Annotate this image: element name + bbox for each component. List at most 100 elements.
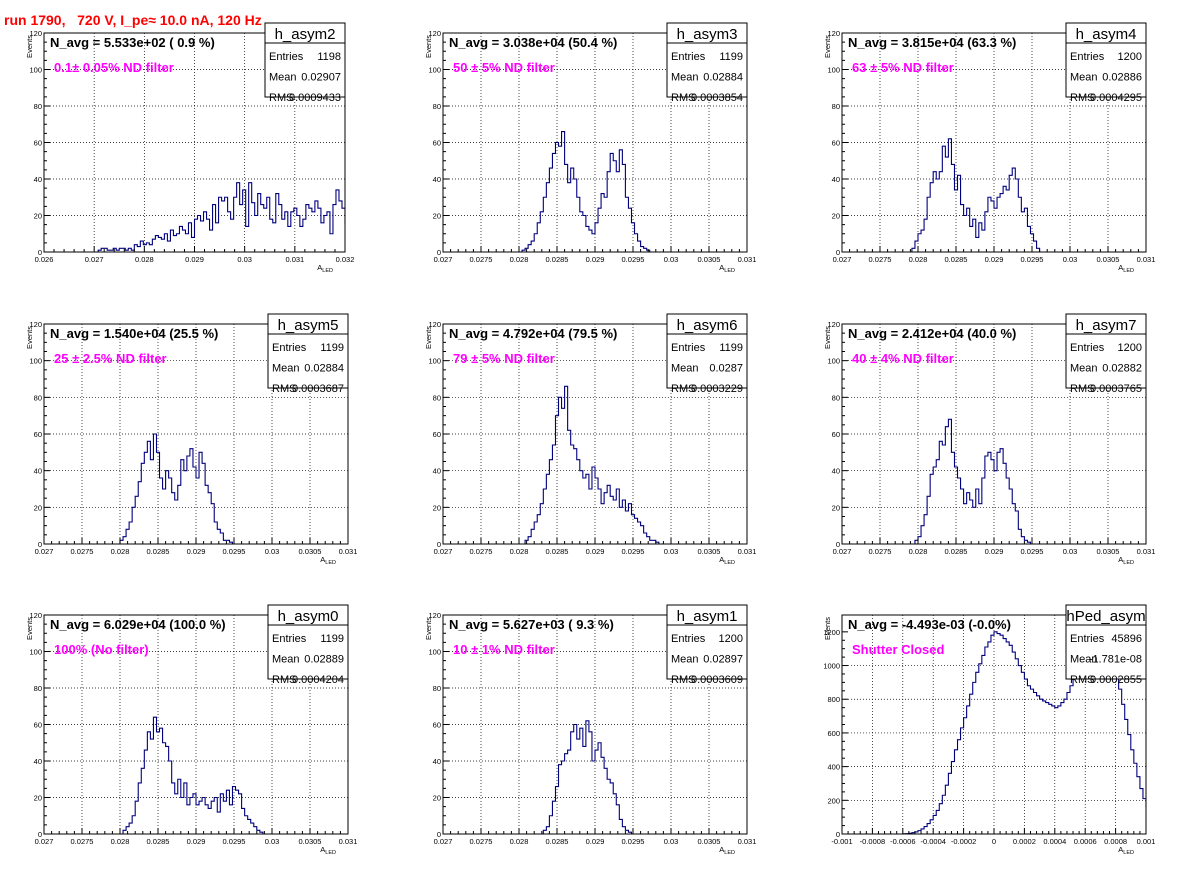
histogram-line: [842, 418, 1146, 544]
y-tick-label: 80: [832, 393, 840, 402]
y-tick-label: 120: [428, 611, 441, 620]
x-tick-label: 0.03: [265, 547, 280, 556]
x-axis-label-subscript: LED: [724, 560, 735, 566]
stats-label: Mean: [671, 72, 699, 84]
y-tick-label: 120: [827, 320, 840, 329]
histogram-name: h_asym5: [278, 317, 339, 334]
x-tick-label: 0.028: [510, 255, 529, 264]
x-tick-label: 0.0275: [470, 837, 493, 846]
x-axis-label: ALED: [317, 263, 333, 274]
y-tick-label: 100: [29, 357, 42, 366]
x-tick-label: 0.0275: [71, 837, 94, 846]
stats-label: Entries: [272, 633, 307, 645]
y-tick-label: 20: [832, 503, 840, 512]
y-tick-label: 60: [433, 721, 441, 730]
navg-label: N_avg = 3.038e+04 (50.4 %): [449, 35, 617, 50]
y-tick-label: 0: [38, 540, 42, 549]
stats-value: 0.02884: [703, 72, 743, 84]
histogram-name: h_asym1: [677, 608, 738, 625]
y-tick-label: 20: [433, 794, 441, 803]
x-axis-label: ALED: [719, 555, 735, 566]
x-tick-label: 0.03: [664, 255, 679, 264]
histogram-line: [842, 138, 1146, 252]
y-tick-label: 800: [827, 695, 840, 704]
y-tick-label: 80: [34, 684, 42, 693]
x-tick-label: 0.0275: [470, 547, 493, 556]
x-tick-label: 0.0305: [299, 547, 322, 556]
x-tick-label: 0.029: [985, 255, 1004, 264]
x-tick-label: 0.027: [434, 837, 453, 846]
y-tick-label: 600: [827, 729, 840, 738]
x-tick-label: 0.027: [85, 255, 104, 264]
y-tick-label: 80: [34, 102, 42, 111]
x-tick-label: -0.0006: [890, 837, 915, 846]
y-tick-label: 100: [428, 66, 441, 75]
y-tick-label: 40: [34, 175, 42, 184]
x-axis-label: ALED: [719, 845, 735, 856]
stats-label: Mean: [272, 363, 300, 375]
y-tick-label: 20: [34, 503, 42, 512]
x-tick-label: -0.0008: [860, 837, 885, 846]
x-tick-label: 0.0305: [698, 547, 721, 556]
stats-value: 0.0004295: [1090, 92, 1142, 104]
x-axis-label-subscript: LED: [325, 560, 336, 566]
y-tick-label: 80: [433, 684, 441, 693]
y-axis-label: Events: [25, 326, 34, 349]
x-tick-label: 0.001: [1137, 837, 1156, 846]
y-tick-label: 60: [832, 430, 840, 439]
stats-label: RMS: [1070, 92, 1094, 104]
y-tick-label: 40: [832, 175, 840, 184]
x-tick-label: 0.028: [111, 837, 130, 846]
stats-box: [1065, 313, 1147, 389]
y-tick-label: 100: [428, 648, 441, 657]
stats-box: [666, 313, 748, 389]
filter-label: 0.1± 0.05% ND filter: [54, 60, 174, 75]
stats-value: 1200: [719, 633, 743, 645]
x-tick-label: 0.028: [510, 547, 529, 556]
filter-label: 100% (No filter): [54, 642, 149, 657]
histogram-panel-h_asym5: 0.027 0.0275 0.028 0.0285 0.029 0.0295 0.03 0.0…: [25, 313, 357, 566]
stats-label: Mean: [272, 654, 300, 666]
y-tick-label: 20: [433, 212, 441, 221]
stats-label: RMS: [671, 92, 695, 104]
stats-label: RMS: [272, 674, 296, 686]
histogram-line: [443, 720, 747, 834]
y-tick-label: 0: [38, 248, 42, 257]
y-tick-label: 80: [433, 393, 441, 402]
y-tick-label: 60: [34, 430, 42, 439]
x-axis-label-subscript: LED: [325, 850, 336, 856]
stats-value: 0.0002855: [1090, 674, 1142, 686]
histogram-panel-h_asym6: 0.027 0.0275 0.028 0.0285 0.029 0.0295 0.03 0.0…: [424, 313, 756, 566]
y-tick-label: 120: [428, 29, 441, 38]
y-tick-label: 40: [433, 757, 441, 766]
x-tick-label: 0.031: [339, 837, 358, 846]
y-tick-label: 400: [827, 763, 840, 772]
stats-value: 1199: [320, 633, 344, 645]
stats-box: [666, 604, 748, 680]
y-tick-label: 0: [437, 248, 441, 257]
x-tick-label: 0.027: [434, 547, 453, 556]
x-axis-label-subscript: LED: [1123, 850, 1134, 856]
x-tick-label: 0: [992, 837, 996, 846]
stats-label: RMS: [272, 383, 296, 395]
stats-label: RMS: [671, 383, 695, 395]
stats-box: [1065, 604, 1147, 680]
y-tick-label: 120: [29, 611, 42, 620]
x-tick-label: 0.0006: [1074, 837, 1097, 846]
y-axis-label: Events: [823, 35, 832, 58]
y-tick-label: 40: [34, 757, 42, 766]
y-tick-label: 120: [827, 29, 840, 38]
x-tick-label: 0.028: [510, 837, 529, 846]
y-axis-label: Events: [424, 35, 433, 58]
x-tick-label: 0.0295: [622, 547, 645, 556]
x-tick-label: 0.031: [738, 837, 757, 846]
x-tick-label: 0.031: [738, 255, 757, 264]
stats-label: Entries: [272, 342, 307, 354]
y-tick-label: 120: [428, 320, 441, 329]
stats-label: RMS: [269, 92, 293, 104]
x-tick-label: 0.03: [237, 255, 252, 264]
x-tick-label: -0.001: [831, 837, 852, 846]
x-tick-label: 0.03: [265, 837, 280, 846]
stats-label: Entries: [1070, 633, 1105, 645]
x-tick-label: 0.031: [285, 255, 304, 264]
